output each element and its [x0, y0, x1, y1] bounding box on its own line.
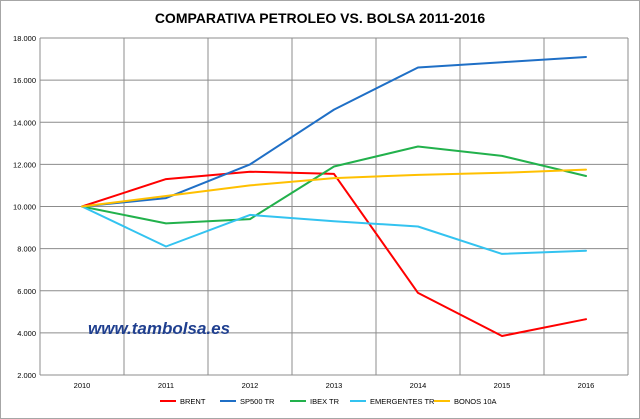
x-axis: 2010 2011 2012 2013 2014 2015 2016	[74, 381, 595, 390]
y-tick-label: 12.000	[13, 160, 36, 169]
x-tick-label: 2014	[410, 381, 427, 390]
legend: BRENT SP500 TR IBEX TR EMERGENTES TR BONOS 1…	[160, 397, 497, 406]
watermark-text: www.tambolsa.es	[88, 319, 230, 338]
x-tick-label: 2016	[578, 381, 595, 390]
legend-label: EMERGENTES TR	[370, 397, 435, 406]
y-tick-label: 2.000	[17, 371, 36, 380]
y-tick-label: 14.000	[13, 118, 36, 127]
series-lines	[81, 56, 587, 337]
grid	[39, 37, 629, 376]
x-tick-label: 2012	[242, 381, 259, 390]
series-line-brent	[81, 170, 587, 337]
legend-label: SP500 TR	[240, 397, 275, 406]
x-tick-label: 2015	[494, 381, 511, 390]
legend-label: BONOS 10A	[454, 397, 497, 406]
y-tick-label: 8.000	[17, 245, 36, 254]
x-tick-label: 2013	[326, 381, 343, 390]
series-line-bonos-10a	[81, 168, 587, 208]
series-line-emergentes-tr	[81, 205, 587, 255]
x-tick-label: 2010	[74, 381, 91, 390]
legend-label: BRENT	[180, 397, 206, 406]
legend-label: IBEX TR	[310, 397, 340, 406]
y-tick-label: 16.000	[13, 76, 36, 85]
y-tick-label: 6.000	[17, 287, 36, 296]
y-axis: 2.000 4.000 6.000 8.000 10.000 12.000 14.000 16…	[13, 34, 36, 380]
series-line-sp500-tr	[81, 56, 587, 208]
y-tick-label: 10.000	[13, 203, 36, 212]
x-tick-label: 2011	[158, 381, 174, 390]
series-line-ibex-tr	[81, 145, 587, 225]
y-tick-label: 18.000	[13, 34, 36, 43]
y-tick-label: 4.000	[17, 329, 36, 338]
chart-title: COMPARATIVA PETROLEO VS. BOLSA 2011-2016	[155, 10, 486, 26]
